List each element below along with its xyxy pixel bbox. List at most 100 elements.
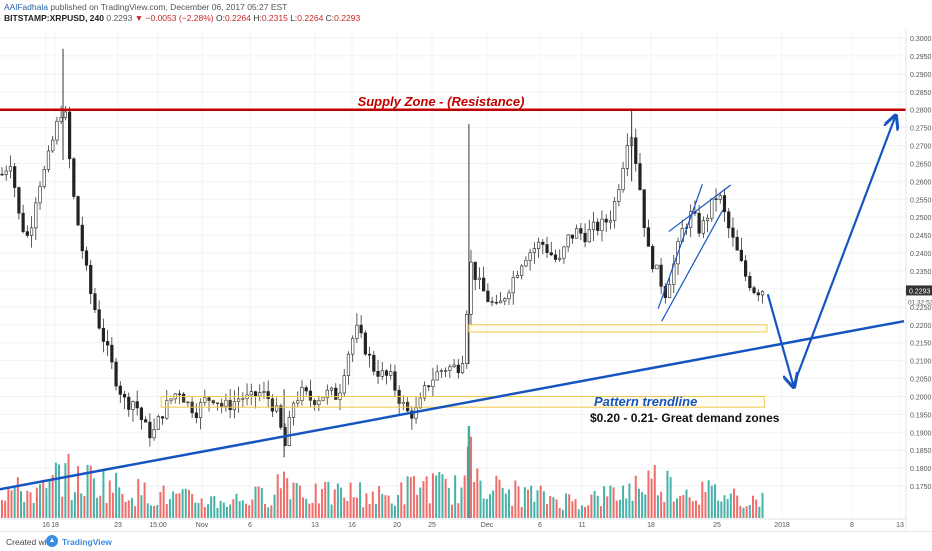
volume-bar: [89, 465, 92, 518]
candle-up: [465, 314, 469, 364]
volume-bar: [286, 478, 289, 518]
candle-up: [258, 392, 262, 397]
candle-down: [144, 419, 148, 423]
candle-down: [279, 405, 283, 428]
candle-up: [625, 145, 629, 169]
volume-bar: [603, 486, 606, 518]
volume-bar: [606, 496, 609, 518]
volume-bar: [558, 507, 561, 518]
candle-down: [194, 412, 198, 418]
price-tick-label: 0.2050: [910, 377, 932, 384]
volume-bar: [631, 500, 634, 518]
candle-up: [46, 150, 51, 170]
volume-bar: [39, 484, 42, 518]
annotation-lines: [0, 108, 906, 491]
volume-bar: [197, 502, 200, 518]
time-tick-label: 13: [896, 522, 904, 529]
candle-up: [528, 252, 532, 261]
price-tick-label: 0.2250: [910, 305, 932, 312]
candle-down: [735, 236, 739, 251]
candle-up: [291, 402, 296, 418]
price-axis[interactable]: 0.3000 0.2950 0.2900 0.2850 0.2800 0.2750 0.27…: [906, 36, 932, 491]
volume-bar: [473, 482, 476, 518]
candle-down: [72, 158, 76, 197]
volume-bar: [153, 505, 156, 518]
volume-bar: [438, 472, 441, 518]
candle-up: [710, 198, 714, 219]
volume-bar: [641, 492, 644, 518]
volume-bar: [181, 489, 184, 518]
volume-bar: [628, 483, 631, 518]
volume-bar: [517, 486, 520, 518]
volume-bar: [137, 478, 140, 518]
volume-bar: [476, 468, 479, 518]
price-tick-label: 0.1850: [910, 448, 932, 455]
volume-bar: [229, 504, 232, 518]
candle-up: [469, 261, 473, 315]
volume-bar: [149, 505, 152, 518]
candle-down: [160, 416, 165, 419]
candle-down: [182, 393, 186, 403]
volume-bar: [495, 475, 498, 518]
candle-up: [342, 375, 346, 394]
candle-down: [722, 195, 727, 213]
wedge-pattern-line: [668, 184, 732, 233]
volume-bar: [35, 487, 38, 518]
candle-up: [452, 364, 456, 368]
volume-bar: [165, 504, 168, 518]
candle-up: [59, 117, 63, 122]
time-tick-label: 25: [713, 522, 721, 529]
candle-up: [29, 227, 34, 236]
candle-up: [444, 370, 448, 372]
volume-bar: [381, 493, 384, 518]
high-label: H:: [253, 13, 262, 23]
volume-bar: [527, 489, 530, 518]
time-axis[interactable]: 16 18 23 15:00 Nov 6 13 16 20 25 Dec 6 11 18 25 2018 8 13: [42, 522, 904, 529]
volume-bar: [729, 493, 732, 518]
volume-bar: [514, 480, 517, 518]
volume-bar: [745, 506, 748, 518]
volume-bar: [713, 484, 716, 518]
price-tick-label: 0.2700: [910, 144, 932, 151]
candle-up: [380, 370, 384, 377]
candle-up: [448, 366, 452, 371]
candle-up: [152, 428, 156, 439]
volume-bar: [7, 487, 10, 518]
candle-down: [494, 302, 498, 304]
time-tick-label: 13: [311, 522, 319, 529]
bar-countdown-label: 01:32:53: [908, 299, 932, 306]
candle-down: [148, 421, 152, 439]
volume-bar: [184, 488, 187, 518]
demand-zone-label: $0.20 - 0.21- Great demand zones: [590, 411, 780, 425]
volume-bar: [403, 504, 406, 518]
candle-down: [313, 400, 317, 406]
volume-bar: [685, 489, 688, 518]
time-tick-label: 8: [850, 522, 854, 529]
volume-bar: [241, 500, 244, 518]
volume-bar: [156, 504, 159, 518]
candle-up: [34, 202, 38, 229]
candle-down: [17, 187, 21, 214]
price-tick-label: 0.2400: [910, 251, 932, 258]
volume-bar: [305, 498, 308, 518]
last-price-marker: [906, 285, 932, 296]
candle-down: [89, 264, 93, 294]
volume-bar: [593, 490, 596, 518]
candle-up: [203, 397, 207, 403]
candle-up: [562, 246, 566, 259]
volume-bar: [536, 490, 539, 518]
volume-bar: [653, 464, 656, 518]
candle-down: [748, 276, 752, 289]
volume-bar: [264, 503, 267, 518]
candle-down: [570, 234, 574, 239]
author-name[interactable]: AAlFadhala: [4, 2, 48, 12]
volume-bar: [694, 500, 697, 518]
tradingview-brand[interactable]: TradingView: [62, 537, 112, 547]
change-arrow-icon: ▼: [134, 13, 144, 23]
candle-up: [613, 201, 617, 221]
candle-down: [308, 390, 313, 401]
candle-down: [376, 371, 380, 377]
volume-bar: [140, 495, 143, 518]
volume-bar: [45, 488, 48, 518]
